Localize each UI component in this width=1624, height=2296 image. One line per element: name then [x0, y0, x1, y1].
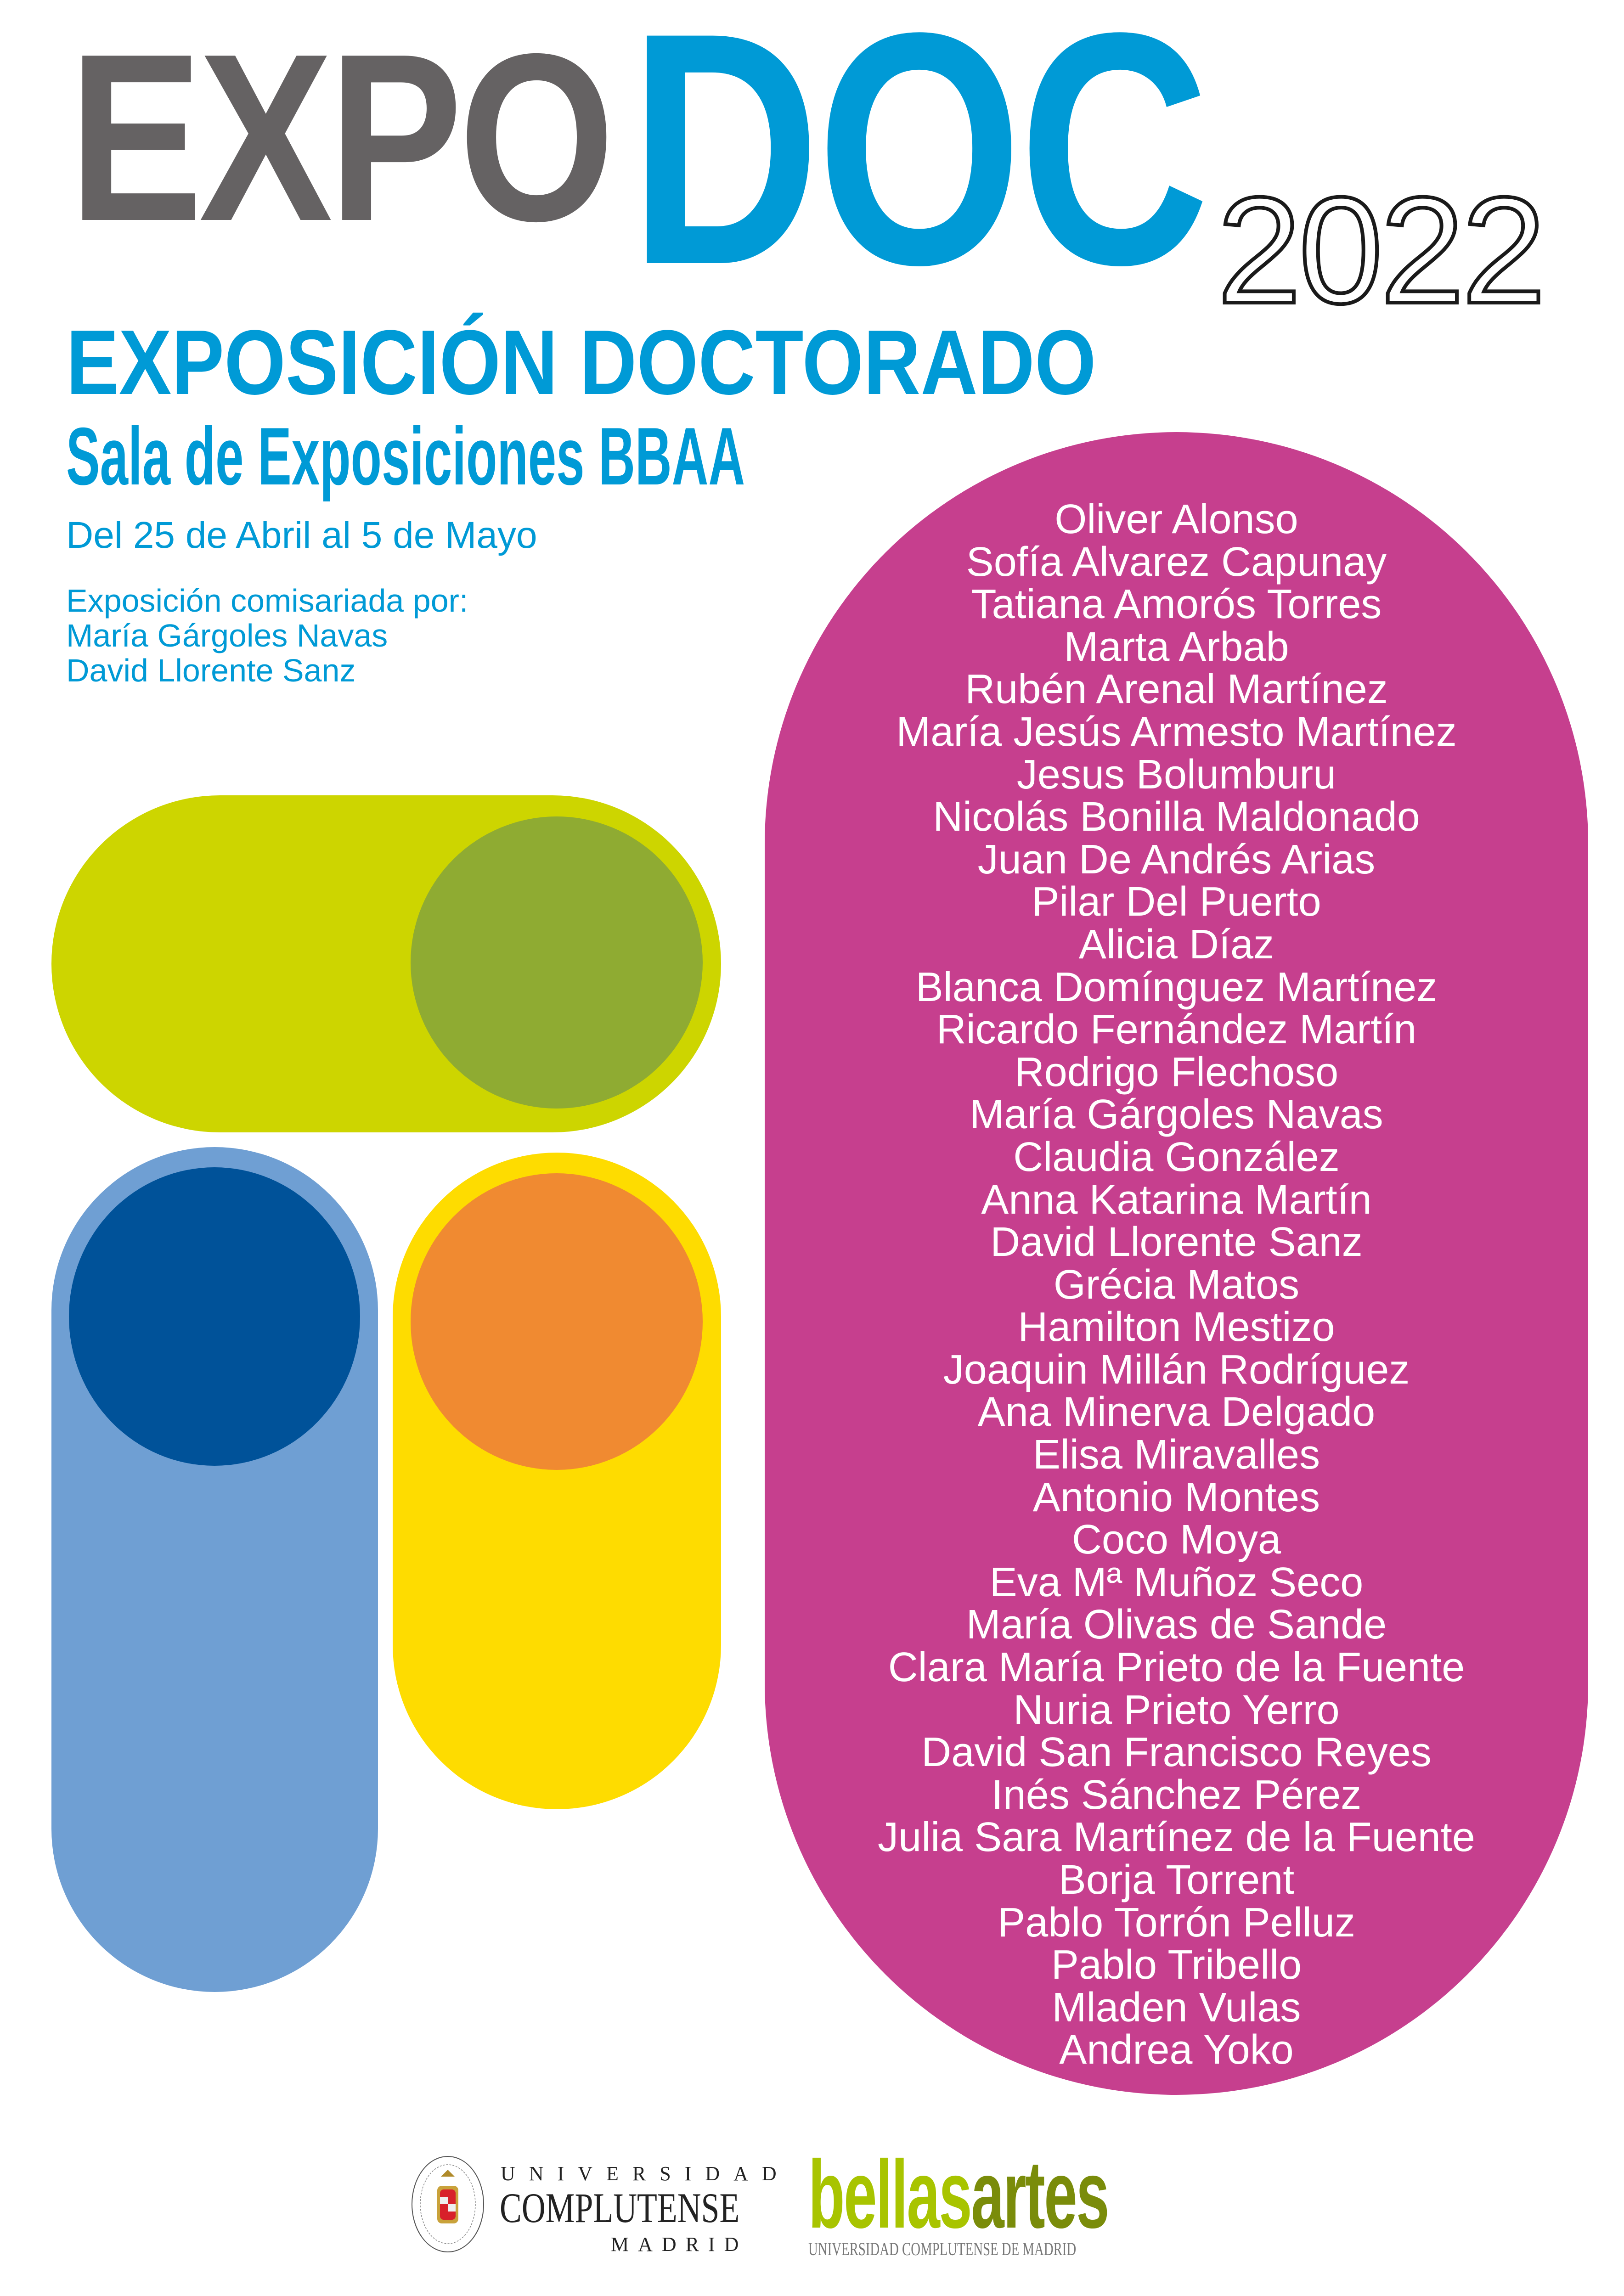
artist-name: Eva Mª Muñoz Seco — [989, 1559, 1364, 1605]
curators-block: Exposición comisariada por: María Gárgol… — [66, 583, 468, 688]
artist-name: Rubén Arenal Martínez — [965, 666, 1388, 713]
artist-name: Oliver Alonso — [1054, 496, 1298, 542]
artist-name: Joaquin Millán Rodríguez — [943, 1346, 1410, 1393]
magenta-pill — [765, 432, 1588, 2095]
artist-name: Pablo Torrón Pelluz — [998, 1899, 1355, 1946]
artist-name: Marta Arbab — [1064, 624, 1289, 670]
artes-text: artes — [971, 2140, 1109, 2248]
olive-circle — [411, 816, 703, 1109]
artist-name: Anna Katarina Martín — [981, 1176, 1372, 1223]
artist-name: Andrea Yoko — [1059, 2027, 1294, 2073]
title-year: 2022 — [1215, 165, 1548, 335]
artist-name: Claudia González — [1013, 1134, 1340, 1180]
artist-name: Jesus Bolumburu — [1016, 751, 1336, 798]
artist-name: Antonio Montes — [1032, 1474, 1320, 1520]
curated-by-label: Exposición comisariada por: — [66, 583, 468, 619]
artist-name: Tatiana Amorós Torres — [971, 581, 1382, 628]
artist-name: Pilar Del Puerto — [1032, 879, 1321, 925]
artist-list: Oliver Alonso Sofía Alvarez Capunay Tatian… — [765, 498, 1588, 2071]
artist-name: Inés Sánchez Pérez — [991, 1772, 1362, 1818]
ucm-seal-icon — [412, 2156, 484, 2252]
bellasartes-subtitle: UNIVERSIDAD COMPLUTENSE DE MADRID — [808, 2239, 1077, 2259]
title-doc: DOC — [629, 0, 1210, 333]
artist-name: Nicolás Bonilla Maldonado — [933, 794, 1420, 840]
artist-name: Borja Torrent — [1058, 1857, 1295, 1903]
artist-name: Ana Minerva Delgado — [977, 1389, 1376, 1435]
venue: Sala de Exposiciones BBAA — [66, 411, 745, 502]
artist-name: Mladen Vulas — [1052, 1984, 1301, 2031]
artist-name: David San Francisco Reyes — [921, 1729, 1432, 1776]
subtitle: EXPOSICIÓN DOCTORADO — [66, 311, 1096, 414]
artist-name: Ricardo Fernández Martín — [936, 1007, 1417, 1053]
artist-name: Clara María Prieto de la Fuente — [888, 1644, 1465, 1691]
bellasartes-logo: bellasartes UNIVERSIDAD COMPLUTENSE DE M… — [808, 2146, 1139, 2264]
title-expo: EXPO — [69, 4, 615, 271]
dark-blue-circle — [69, 1167, 360, 1466]
artist-name: Sofía Alvarez Capunay — [966, 539, 1387, 585]
artist-name: Julia Sara Martínez de la Fuente — [878, 1814, 1475, 1861]
artist-name: Nuria Prieto Yerro — [1013, 1687, 1340, 1733]
bellas-text: bellas — [808, 2140, 972, 2248]
artist-name: Grécia Matos — [1053, 1261, 1300, 1308]
dates: Del 25 de Abril al 5 de Mayo — [66, 514, 537, 556]
artist-name: Coco Moya — [1071, 1517, 1281, 1563]
orange-circle — [411, 1173, 703, 1470]
artist-name: Rodrigo Flechoso — [1014, 1049, 1339, 1095]
ucm-logo: UNIVERSIDAD COMPLUTENSE MADRID — [409, 2154, 785, 2264]
artist-name: Juan De Andrés Arias — [977, 836, 1376, 883]
artist-name: María Olivas de Sande — [966, 1602, 1387, 1648]
artist-name: María Jesús Armesto Martínez — [896, 709, 1457, 755]
artist-name: Hamilton Mestizo — [1018, 1304, 1335, 1351]
ucm-top-text: UNIVERSIDAD — [501, 2162, 790, 2185]
ucm-main-text: COMPLUTENSE — [500, 2184, 740, 2231]
artist-name: Pablo Tribello — [1051, 1942, 1302, 1988]
ucm-bottom-text: MADRID — [611, 2233, 748, 2256]
artist-name: Blanca Domínguez Martínez — [915, 964, 1438, 1010]
artist-name: David Llorente Sanz — [990, 1219, 1363, 1266]
artist-name: Elisa Miravalles — [1032, 1432, 1320, 1478]
curator: David Llorente Sanz — [66, 653, 356, 688]
curator: María Gárgoles Navas — [66, 618, 388, 653]
artist-name: Alicia Díaz — [1078, 921, 1274, 968]
artist-name: María Gárgoles Navas — [970, 1092, 1383, 1138]
